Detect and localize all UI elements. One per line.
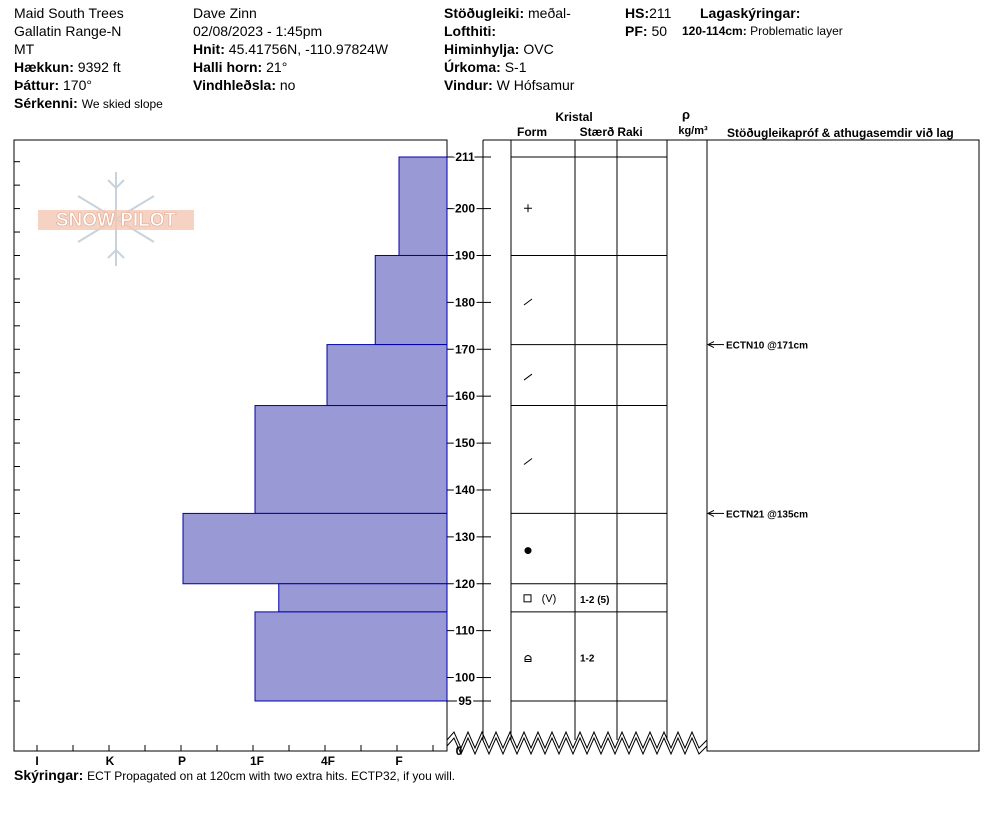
grain-form-square-icon [523, 594, 532, 603]
range-name: Gallatin Range-N [14, 23, 122, 39]
depth-tick-bg: 140 [455, 483, 475, 497]
aspect-field: Þáttur: 170° [14, 77, 92, 93]
depth-tick-label: 130 [455, 530, 475, 544]
form-header: Form [517, 125, 547, 139]
comments-field: Skýringar: ECT Propagated on at 120cm wi… [14, 767, 456, 783]
depth-tick-bg: 200 [455, 202, 475, 216]
slope-angle-field: Halli horn: 21° [193, 59, 288, 75]
test-label: ECTN10 @171cm [726, 341, 808, 352]
depth-tick-label: 95 [458, 694, 472, 708]
depth-tick-label: 200 [455, 202, 475, 216]
hardness-tick-label: K [106, 754, 115, 768]
hardness-bar-3 [254, 405, 448, 514]
hs-field: HS:211 [625, 5, 672, 21]
hardness-tick-label: 4F [321, 754, 335, 768]
depth-tick-label: 150 [455, 436, 475, 450]
layer-notes-label: Lagaskýringar: [700, 5, 801, 21]
crystal-header: Kristal [555, 110, 592, 124]
snowpilot-logo: SNOW PILOT [38, 172, 194, 266]
hardness-tick-label: I [35, 754, 38, 768]
depth-tick-label: 180 [455, 295, 475, 309]
depth-tick-bg: 211 [455, 150, 475, 164]
depth-tick-label: 100 [455, 671, 475, 685]
hardness-tick-label: P [178, 754, 186, 768]
depth-tick-bg: 180 [455, 295, 475, 309]
depth-tick-label: 190 [455, 248, 475, 262]
density-symbol: ρ [682, 107, 690, 122]
grain-form-slash-icon [523, 373, 533, 381]
grain-size-label: 1-2 (5) [580, 595, 609, 606]
hardness-tick-label: F [395, 754, 402, 768]
grain-forms: (V) 1-2 (5) 1-2 [523, 204, 609, 664]
pf-field: PF: 50 [625, 23, 668, 39]
depth-tick-label: 211 [455, 150, 475, 164]
depth-tick-bg: 110 [455, 624, 475, 638]
layer-boundaries [511, 156, 667, 702]
tests-header: Stöðugleikapróf & athugasemdir við lag [727, 126, 954, 140]
precipitation-field: Úrkoma: S-1 [444, 59, 527, 75]
grain-form-plus-icon [524, 204, 532, 213]
depth-tick-bg: 100 [455, 671, 475, 685]
hardness-axis: I K P 1F 4F F [35, 745, 434, 768]
depth-tick-label: 110 [455, 624, 475, 638]
location-name: Maid South Trees [14, 5, 124, 21]
depth-tick-bg: 130 [455, 530, 475, 544]
depth-tick-bg: 190 [455, 248, 475, 262]
grain-form-secondary: (V) [542, 593, 557, 605]
grain-form-faceted-icon [524, 654, 532, 662]
depth-tick-label: 160 [455, 389, 475, 403]
grain-form-slash-icon [523, 458, 533, 465]
depth-axis: 9595100100110110120120130130140140150150… [14, 148, 491, 758]
observation-datetime: 02/08/2023 - 1:45pm [193, 23, 323, 39]
stability-field: Stöðugleiki: meðal- [444, 5, 571, 21]
wind-field: Vindur: W Hófsamur [444, 77, 575, 93]
test-arrow-icon [706, 341, 715, 349]
density-unit: kg/m³ [678, 125, 708, 137]
hardness-bar-5 [278, 583, 448, 613]
depth-tick-bg: 120 [455, 577, 475, 591]
depth-tick-bg: 150 [455, 436, 475, 450]
stability-tests: ECTN10 @171cm ECTN21 @135cm [706, 341, 808, 520]
features-field: Sérkenni: We skied slope [14, 95, 163, 111]
depth-tick-bg: 170 [455, 342, 475, 356]
depth-tick-bg: 95 [458, 694, 472, 708]
depth-tick-label: 140 [455, 483, 475, 497]
observer-name: Dave Zinn [193, 5, 257, 21]
hardness-bar-4 [182, 512, 448, 585]
hardness-bar-6 [254, 611, 448, 702]
depth-tick-label: 170 [455, 342, 475, 356]
state-name: MT [14, 41, 35, 57]
layer-note: 120-114cm: Problematic layer [682, 24, 843, 38]
moisture-header: Raki [617, 125, 642, 139]
elevation-field: Hækkun: 9392 ft [14, 59, 121, 75]
hardness-bars [182, 156, 448, 702]
hardness-bar-1 [374, 254, 448, 346]
hardness-bar-2 [326, 344, 448, 407]
wind-loading-field: Vindhleðsla: no [193, 77, 296, 93]
test-arrow-icon [706, 509, 715, 517]
layer-table-frame [446, 139, 980, 756]
depth-tick-bg: 160 [455, 389, 475, 403]
logo-text: SNOW PILOT [56, 210, 177, 231]
hardness-tick-label: 1F [250, 754, 264, 768]
size-header: Stærð [580, 125, 615, 139]
sky-cover-field: Himinhylja: OVC [444, 41, 554, 57]
coordinates-field: Hnit: 45.41756N, -110.97824W [193, 41, 389, 57]
grain-form-slash-icon [523, 298, 533, 306]
depth-tick-label: 120 [455, 577, 475, 591]
air-temp-field: Lofthiti: [444, 23, 497, 39]
grain-form-dot-icon [524, 547, 532, 555]
hardness-bar-0 [398, 156, 448, 256]
test-label: ECTN21 @135cm [726, 509, 808, 520]
grain-size-label: 1-2 [580, 653, 595, 664]
